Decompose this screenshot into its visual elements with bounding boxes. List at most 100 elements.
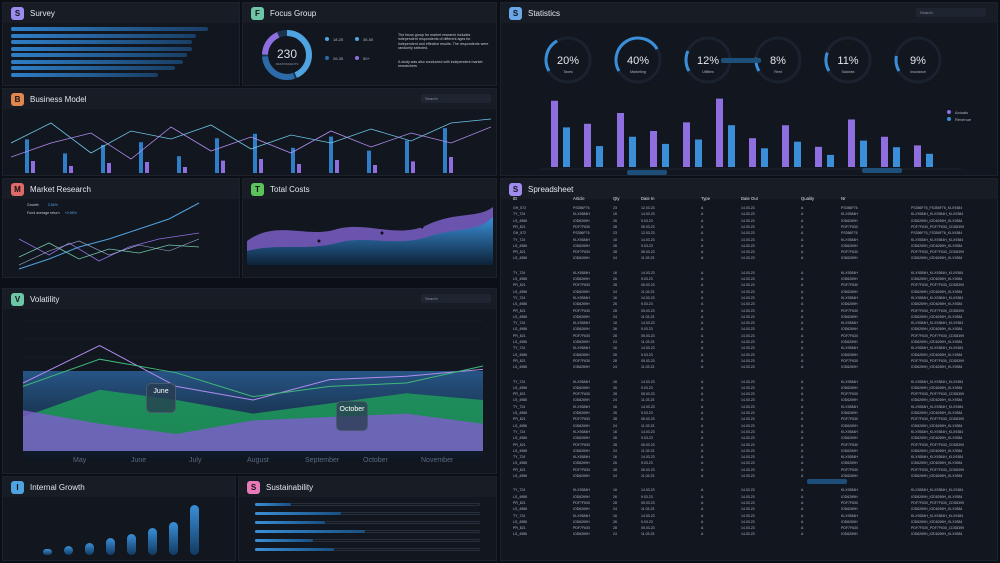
table-row[interactable]: LS_4986 IOD6269H 24 11.03.23 A 14.03.23 A IOD62… <box>505 315 995 321</box>
table-row[interactable]: PR_821 PDF7F630 28 05.03.23 A 14.03.23 A PDF7F6… <box>505 309 995 315</box>
table-cell: 9.03.23 <box>641 461 653 466</box>
table-row[interactable]: LS_4986 IOD6269H 26 9.03.23 A 14.03.23 A IOD626… <box>505 219 995 225</box>
table-cell: 9.03.23 <box>641 411 653 415</box>
table-cell: 14.03.23 <box>741 461 755 466</box>
table-row[interactable]: PR_821 PDF7F630 28 05.03.23 A 14.03.23 A PDF7F6… <box>505 417 995 423</box>
table-row[interactable]: TY_724 KLX9384H 16 14.03.23 A 14.03.23 A KLX938… <box>505 296 995 302</box>
table-cell: 14.03.23 <box>741 327 755 332</box>
search-input[interactable]: Search <box>421 294 491 303</box>
table-cell: PDF7F630 <box>573 358 590 363</box>
column-header[interactable]: ID <box>513 196 518 201</box>
table-row[interactable]: TY_724 KLX9384H 16 14.03.23 A 14.03.23 A KLX938… <box>505 488 995 494</box>
table-cell: IOD6269H <box>841 256 858 261</box>
table-row[interactable]: LS_4986 IOD6269H 26 9.03.23 A 14.03.23 A IOD626… <box>505 495 995 501</box>
table-row[interactable]: PR_821 PDF7F630 28 05.03.23 A 14.03.23 A PDF7F6… <box>505 526 995 532</box>
table-row[interactable]: LS_4986 IOD6269H 26 9.03.23 A 14.03.23 A IOD626… <box>505 244 995 250</box>
table-row[interactable]: PR_821 PDF7F630 28 05.03.23 A 14.03.23 A PDF7F6… <box>505 468 995 474</box>
table-cell: 16 <box>613 321 617 326</box>
table-row[interactable]: LS_4986 IOD6269H 26 9.03.23 A 14.03.23 A IOD626… <box>505 277 995 283</box>
table-row[interactable]: LS_4986 IOD6269H 24 11.03.23 A 14.03.23 A IOD62… <box>505 340 995 346</box>
table-row[interactable]: TY_724 KLX9384H 16 14.03.23 A 14.03.23 A KLX938… <box>505 514 995 520</box>
table-cell: PR_821 <box>513 308 526 313</box>
table-cell: A <box>801 448 804 453</box>
table-row[interactable]: LS_4986 IOD6269H 26 9.03.23 A 14.03.23 A IOD626… <box>505 411 995 417</box>
table-row[interactable]: TY_724 KLX9384H 16 14.03.23 A 14.03.23 A KLX938… <box>505 455 995 461</box>
survey-badge: S <box>11 6 24 20</box>
table-cell: IOD6269H <box>841 436 858 441</box>
table-row[interactable]: LS_4986 IOD6269H 26 9.03.23 A 14.03.23 A IOD626… <box>505 386 995 392</box>
table-row[interactable]: PR_821 PDF7F630 28 05.03.23 A 14.03.23 A PDF7F6… <box>505 359 995 365</box>
column-header[interactable]: Nr <box>841 196 846 201</box>
table-cell: LS_4986 <box>513 519 528 524</box>
table-cell: KLX9384H <box>573 346 590 351</box>
table-row[interactable]: TY_724 KLX9384H 16 14.03.23 A 14.03.23 A KLX938… <box>505 238 995 244</box>
table-row[interactable]: LS_4986 IOD6269H 24 11.03.23 A 14.03.23 A IOD62… <box>505 365 995 371</box>
table-row[interactable]: LS_4986 IOD6269H 24 11.03.23 A 14.03.23 A IOD62… <box>505 507 995 513</box>
table-cell: 24 <box>613 398 617 403</box>
fund-label: Fund average return <box>27 211 60 215</box>
column-header[interactable]: Quality <box>801 196 815 201</box>
stat-bar-actuals <box>881 136 888 167</box>
gauge: 40% Marketing <box>614 36 662 84</box>
table-cell: 24 <box>613 532 617 537</box>
volatility-line-purple <box>22 345 484 401</box>
table-row[interactable]: LS_4986 IOD6269H 24 11.03.23 A 14.03.23 A IOD62… <box>505 290 995 296</box>
market-line-blue <box>18 202 200 270</box>
table-cell: A <box>701 302 704 307</box>
table-row[interactable]: PR_821 PDF7F630 28 05.03.23 A 14.03.23 A PDF7F6… <box>505 392 995 398</box>
table-cell: A <box>801 302 804 307</box>
column-header[interactable]: Date In <box>641 196 655 201</box>
table-cell: 26 <box>613 302 617 307</box>
table-row[interactable]: PR_821 PDF7F630 28 05.03.23 A 14.03.23 A PDF7F6… <box>505 283 995 289</box>
table-row[interactable]: PR_821 PDF7F630 28 05.03.23 A 14.03.23 A PDF7F6… <box>505 501 995 507</box>
table-cell: TY_724 <box>513 404 526 409</box>
table-row[interactable]: PR_821 PDF7F630 28 05.03.23 A 14.03.23 A PDF7F6… <box>505 334 995 340</box>
table-row[interactable]: TY_724 KLX9384H 16 14.03.23 A 14.03.23 A KLX938… <box>505 321 995 327</box>
volatility-panel: V Volatility Search June October May June… <box>2 288 497 474</box>
table-row[interactable]: LS_4986 IOD6269H 26 9.03.23 A 14.03.23 A IOD626… <box>505 461 995 467</box>
table-row[interactable]: PR_821 PDF7F630 28 05.03.23 A 14.03.23 A PDF7F6… <box>505 443 995 449</box>
stat-bar-actuals <box>683 122 690 167</box>
table-cell: IOD6269H <box>573 218 590 223</box>
table-row[interactable]: PR_821 PDF7F630 28 05.03.23 A 14.03.23 A PDF7F6… <box>505 250 995 256</box>
column-header[interactable]: Date Out <box>741 196 758 201</box>
table-row[interactable]: TY_724 KLX9384H 16 14.03.23 A 14.03.23 A KLX938… <box>505 380 995 386</box>
table-row[interactable]: LS_4986 IOD6269H 26 9.03.23 A 14.03.23 A IOD626… <box>505 520 995 526</box>
table-row[interactable]: LS_4986 IOD6269H 24 11.03.23 A 14.03.23 A IOD62… <box>505 449 995 455</box>
table-row[interactable]: LS_4986 IOD6269H 26 9.03.23 A 14.03.23 A IOD626… <box>505 353 995 359</box>
table-row[interactable]: PR_821 PDF7F630 28 05.03.23 A 14.03.23 A PDF7F6… <box>505 225 995 231</box>
table-row[interactable]: GH_572 PS356F76 23 12.03.23 A 14.03.23 A PS356F… <box>505 206 995 212</box>
focus-group-donut: 230 RESPONDENTS <box>262 30 312 80</box>
table-row[interactable]: LS_4986 IOD6269H 24 11.03.23 A 14.03.23 A IOD62… <box>505 532 995 538</box>
table-row[interactable]: LS_4986 IOD6269H 24 11.03.23 A 14.03.23 A IOD62… <box>505 256 995 262</box>
table-row[interactable]: TY_724 KLX9384H 16 14.03.23 A 14.03.23 A KLX938… <box>505 430 995 436</box>
stat-bar-actuals <box>914 145 921 167</box>
table-row[interactable]: LS_4986 IOD6269H 24 11.03.23 A 14.03.23 A IOD62… <box>505 474 995 480</box>
table-cell: LS_4986 <box>513 461 528 466</box>
table-cell: A <box>801 467 804 472</box>
focus-group-center-label: RESPONDENTS <box>276 62 299 66</box>
search-input[interactable]: Search <box>916 8 986 17</box>
column-header[interactable]: Type <box>701 196 711 201</box>
table-cell: IOD6269H_IOD6269H_KLX9384 <box>911 352 963 357</box>
table-row[interactable]: TY_724 KLX9384H 16 14.03.23 A 14.03.23 A KLX938… <box>505 271 995 277</box>
search-input[interactable]: Search <box>421 94 491 103</box>
table-row[interactable]: TY_724 KLX9384H 16 14.03.23 A 14.03.23 A KLX938… <box>505 212 995 218</box>
business-bar <box>443 128 447 173</box>
table-row[interactable]: GH_572 PS356F76 23 12.03.23 A 14.03.23 A PS356F… <box>505 231 995 237</box>
table-row[interactable]: TY_724 KLX9384H 16 14.03.23 A 14.03.23 A KLX938… <box>505 405 995 411</box>
table-row[interactable]: LS_4986 IOD6269H 26 9.03.23 A 14.03.23 A IOD626… <box>505 302 995 308</box>
column-header[interactable]: Article <box>573 196 585 201</box>
stat-bar-actuals <box>584 123 591 167</box>
table-row[interactable]: LS_4986 IOD6269H 24 11.03.23 A 14.03.23 A IOD62… <box>505 398 995 404</box>
table-cell: 14.03.23 <box>741 206 755 210</box>
table-cell: A <box>701 314 704 319</box>
table-cell: IOD6269H <box>573 385 590 390</box>
table-row[interactable]: LS_4986 IOD6269H 26 9.03.23 A 14.03.23 A IOD626… <box>505 327 995 333</box>
table-cell: A <box>701 346 704 351</box>
table-cell: 9.03.23 <box>641 519 653 524</box>
table-row[interactable]: TY_724 KLX9384H 16 14.03.23 A 14.03.23 A KLX938… <box>505 346 995 352</box>
column-header[interactable]: Qty <box>613 196 620 201</box>
table-row[interactable]: LS_4986 IOD6269H 26 9.03.23 A 14.03.23 A IOD626… <box>505 436 995 442</box>
table-row[interactable]: LS_4986 IOD6269H 24 11.03.23 A 14.03.23 A IOD62… <box>505 424 995 430</box>
